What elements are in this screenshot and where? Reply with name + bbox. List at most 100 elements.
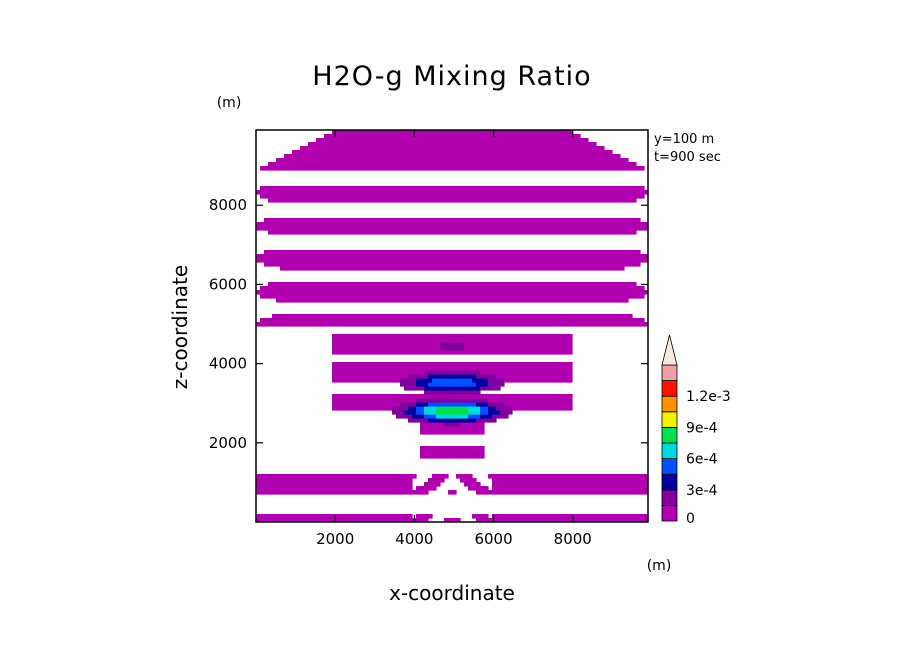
contour-cell: [356, 394, 361, 399]
contour-cell: [488, 258, 493, 263]
contour-cell: [564, 294, 569, 299]
contour-cell: [356, 230, 361, 235]
contour-cell: [552, 262, 557, 267]
contour-cell: [380, 262, 385, 267]
contour-cell: [528, 402, 533, 407]
contour-cell: [336, 314, 341, 319]
colorbar-segment: [661, 458, 678, 475]
contour-cell: [344, 314, 349, 319]
contour-cell: [552, 166, 557, 171]
contour-cell: [336, 298, 341, 303]
contour-cell: [436, 198, 441, 203]
contour-cell: [440, 414, 445, 419]
contour-cell: [412, 314, 417, 319]
contour-cell: [528, 146, 533, 151]
contour-cell: [308, 142, 313, 147]
contour-cell: [560, 378, 565, 383]
contour-cell: [628, 186, 633, 191]
contour-cell: [372, 374, 377, 379]
contour-cell: [288, 166, 293, 171]
contour-cell: [280, 282, 285, 287]
contour-cell: [604, 158, 609, 163]
contour-cell: [448, 342, 453, 347]
contour-cell: [432, 298, 437, 303]
contour-cell: [500, 262, 505, 267]
contour-cell: [292, 162, 297, 167]
contour-cell: [500, 250, 505, 255]
contour-cell: [472, 250, 477, 255]
contour-cell: [504, 394, 509, 399]
contour-cell: [544, 150, 549, 155]
contour-cell: [464, 334, 469, 339]
contour-cell: [324, 262, 329, 267]
contour-cell: [560, 254, 565, 259]
contour-cell: [464, 318, 469, 323]
contour-cell: [412, 138, 417, 143]
contour-cell: [476, 230, 481, 235]
contour-cell: [268, 258, 273, 263]
contour-cell: [628, 254, 633, 259]
contour-cell: [328, 318, 333, 323]
contour-cell: [412, 150, 417, 155]
contour-cell: [524, 298, 529, 303]
contour-cell: [304, 262, 309, 267]
contour-cell: [320, 250, 325, 255]
contour-cell: [488, 158, 493, 163]
contour-cell: [456, 378, 461, 383]
contour-cell: [448, 366, 453, 371]
contour-cell: [308, 266, 313, 271]
contour-cell: [352, 130, 357, 135]
contour-cell: [572, 166, 577, 171]
contour-cell: [592, 166, 597, 171]
contour-cell: [440, 222, 445, 227]
contour-cell: [516, 282, 521, 287]
contour-cell: [336, 478, 341, 483]
contour-cell: [448, 426, 453, 431]
contour-cell: [292, 254, 297, 259]
contour-cell: [504, 486, 509, 491]
contour-cell: [304, 294, 309, 299]
contour-cell: [544, 334, 549, 339]
contour-cell: [364, 258, 369, 263]
contour-cell: [532, 518, 537, 522]
contour-cell: [296, 482, 301, 487]
contour-cell: [272, 322, 277, 327]
contour-cell: [480, 158, 485, 163]
contour-cell: [472, 362, 477, 367]
contour-cell: [344, 282, 349, 287]
contour-cell: [316, 486, 321, 491]
contour-cell: [592, 254, 597, 259]
contour-cell: [564, 378, 569, 383]
contour-cell: [408, 322, 413, 327]
contour-cell: [268, 318, 273, 323]
contour-cell: [372, 394, 377, 399]
contour-cell: [640, 254, 645, 259]
contour-cell: [624, 186, 629, 191]
contour-cell: [336, 194, 341, 199]
contour-cell: [488, 402, 493, 407]
contour-cell: [284, 186, 289, 191]
contour-cell: [556, 298, 561, 303]
contour-cell: [460, 230, 465, 235]
contour-cell: [256, 258, 261, 263]
contour-cell: [568, 406, 573, 411]
contour-cell: [340, 222, 345, 227]
contour-cell: [644, 222, 648, 227]
contour-cell: [272, 258, 277, 263]
contour-cell: [488, 366, 493, 371]
contour-cell: [284, 254, 289, 259]
contour-cell: [284, 290, 289, 295]
contour-cell: [404, 158, 409, 163]
contour-cell: [560, 286, 565, 291]
contour-cell: [328, 134, 333, 139]
contour-cell: [376, 342, 381, 347]
contour-cell: [568, 486, 573, 491]
contour-cell: [616, 286, 621, 291]
contour-cell: [324, 198, 329, 203]
contour-cell: [396, 146, 401, 151]
contour-cell: [492, 254, 497, 259]
contour-cell: [528, 218, 533, 223]
contour-cell: [372, 258, 377, 263]
contour-cell: [584, 474, 589, 479]
contour-cell: [360, 218, 365, 223]
